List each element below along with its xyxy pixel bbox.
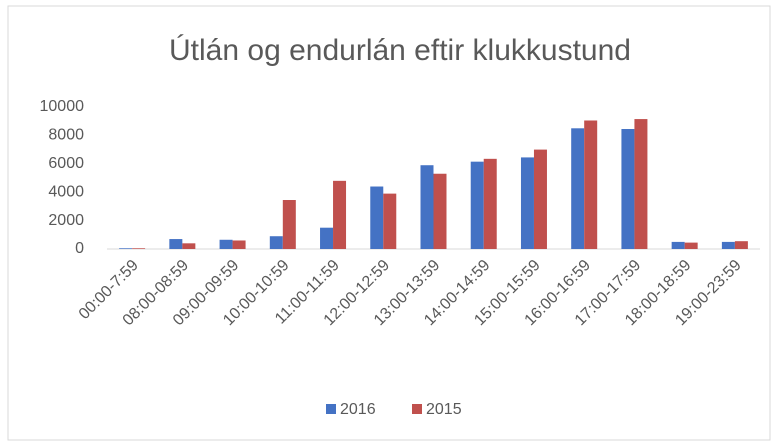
- bar: [671, 241, 685, 249]
- bar: [571, 128, 585, 249]
- bar: [634, 119, 648, 249]
- bar: [282, 200, 296, 249]
- bar: [621, 129, 635, 249]
- y-tick-label: 10000: [40, 98, 85, 115]
- bar: [734, 241, 748, 249]
- y-tick-label: 0: [75, 240, 84, 257]
- bar: [483, 158, 497, 249]
- legend-swatch: [326, 404, 336, 414]
- y-tick-label: 8000: [48, 127, 84, 144]
- bar: [219, 239, 233, 249]
- bar: [470, 161, 484, 249]
- bar: [533, 149, 547, 249]
- bar: [721, 241, 735, 249]
- legend-label: 2015: [426, 401, 462, 418]
- bar: [320, 227, 334, 249]
- chart-title: Útlán og endurlán eftir klukkustund: [169, 34, 631, 67]
- bar: [269, 236, 283, 249]
- bar: [132, 248, 146, 249]
- bar: [169, 239, 183, 249]
- bar: [232, 240, 246, 249]
- y-tick-label: 4000: [48, 183, 84, 200]
- bar: [370, 186, 384, 249]
- bar: [119, 248, 133, 249]
- y-tick-label: 6000: [48, 155, 84, 172]
- bar: [383, 193, 397, 249]
- y-tick-label: 2000: [48, 212, 84, 229]
- bar: [433, 173, 447, 249]
- bar: [420, 165, 434, 249]
- bar: [333, 180, 347, 249]
- bar: [520, 157, 534, 249]
- legend-swatch: [412, 404, 422, 414]
- bar: [584, 120, 598, 250]
- legend-label: 2016: [340, 401, 376, 418]
- bar: [684, 242, 698, 249]
- bar: [182, 243, 196, 249]
